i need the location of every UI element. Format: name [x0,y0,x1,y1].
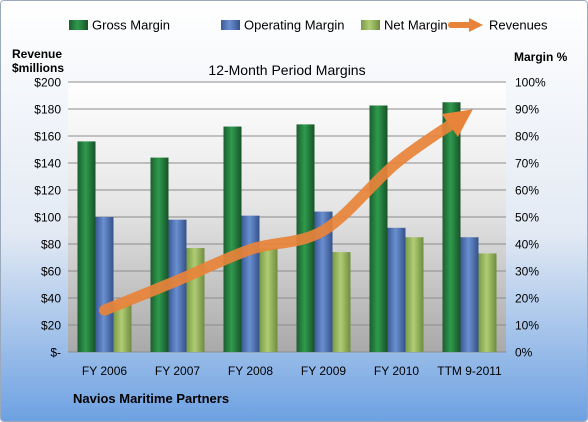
left-tick-label: $- [50,346,61,360]
right-tick-label: 70% [515,157,539,171]
right-tick-label: 30% [515,265,539,279]
bar-gross-margin [77,141,96,352]
right-axis-label: Margin % [514,50,568,64]
right-tick-label: 10% [515,319,539,333]
left-tick-label: $100 [34,211,61,225]
legend-label-net-margin: Net Margin [384,18,448,33]
category-label: FY 2007 [155,364,200,378]
bar-net-margin [113,303,132,352]
legend-label-gross-margin: Gross Margin [92,18,170,33]
revenues-line [99,115,462,316]
left-tick-label: $120 [34,184,61,198]
left-tick-label: $140 [34,157,61,171]
legend-swatch-gross-margin [69,20,88,30]
bar-net-margin [405,237,424,352]
left-tick-label: $160 [34,130,61,144]
bar-operating-margin [314,211,333,352]
right-tick-label: 60% [515,184,539,198]
right-tick-label: 100% [515,76,546,90]
right-tick-label: 90% [515,103,539,117]
category-label: FY 2008 [228,364,273,378]
left-tick-label: $60 [41,265,61,279]
chart-title: 12-Month Period Margins [208,62,365,78]
revenues-arrowhead [441,109,473,137]
legend-label-operating-margin: Operating Margin [244,18,344,33]
category-label: FY 2006 [82,364,127,378]
bar-net-margin [259,248,278,352]
category-label: TTM 9-2011 [437,364,502,378]
bar-gross-margin [223,126,242,352]
right-tick-label: 50% [515,211,539,225]
right-tick-label: 0% [515,346,533,360]
bar-operating-margin [241,215,260,352]
right-tick-label: 40% [515,238,539,252]
left-tick-label: $40 [41,292,61,306]
category-label: FY 2010 [374,364,419,378]
company-footer: Navios Maritime Partners [73,391,229,406]
right-tick-label: 80% [515,130,539,144]
bar-net-margin [332,252,351,352]
left-tick-label: $80 [41,238,61,252]
legend-swatch-net-margin [361,20,380,30]
legend: Gross Margin Operating Margin Net Margin… [69,18,548,33]
left-tick-label: $180 [34,103,61,117]
left-tick-label: $200 [34,76,61,90]
left-axis-label-line-1: Revenue [12,47,62,61]
legend-swatch-operating-margin [221,20,240,30]
bar-gross-margin [442,102,461,352]
legend-arrowhead-revenues [469,18,483,32]
bar-net-margin [186,248,205,352]
category-label: FY 2009 [301,364,346,378]
bar-gross-margin [369,105,388,353]
left-axis-label-line-2: $millions [12,61,64,75]
bar-net-margin [478,253,497,352]
bar-operating-margin [95,217,114,352]
bar-operating-margin [460,237,479,352]
bar-operating-margin [387,227,406,352]
legend-label-revenues: Revenues [489,18,548,33]
left-tick-label: $20 [41,319,61,333]
bar-gross-margin [150,157,169,352]
right-tick-label: 20% [515,292,539,306]
